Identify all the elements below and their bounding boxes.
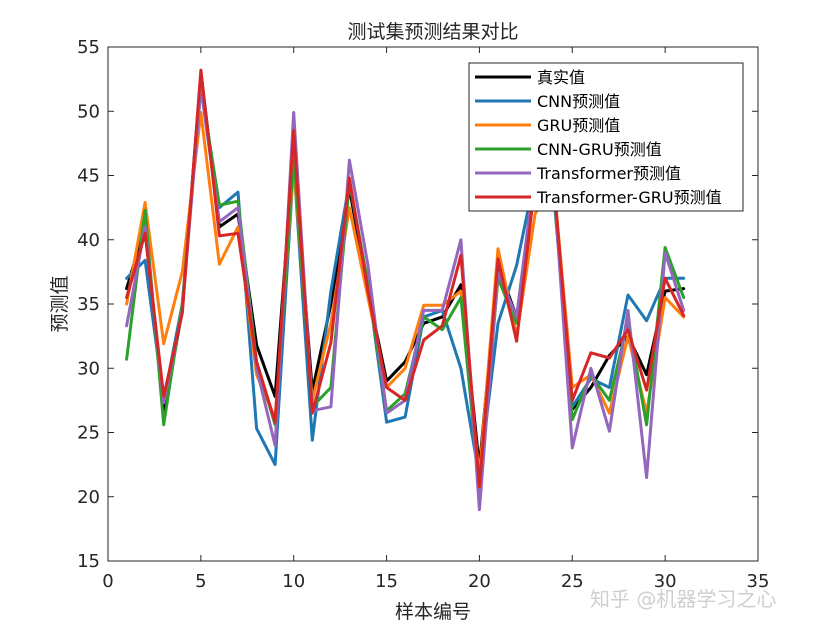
- axis-layer: 0 5 10 15 20 25 30 35 15 20 25 30 35 40 45 50 55: [77, 37, 769, 592]
- y-tick-label: 20: [77, 487, 100, 508]
- y-tick-label: 55: [77, 37, 100, 58]
- y-tick-label: 25: [77, 423, 100, 444]
- x-tick-label: 20: [468, 571, 491, 592]
- y-tick-label: 30: [77, 358, 100, 379]
- x-tick-label: 0: [102, 571, 113, 592]
- x-tick-label: 15: [375, 571, 398, 592]
- legend-label-3: GRU预测值: [537, 116, 620, 135]
- watermark: 知乎 @机器学习之心: [590, 587, 776, 611]
- x-axis-label: 样本编号: [395, 601, 471, 623]
- chart-title: 测试集预测结果对比: [347, 21, 518, 43]
- legend-label-6: Transformer-GRU预测值: [536, 188, 722, 207]
- series-line-6: [125, 68, 686, 488]
- y-tick-label: 40: [77, 230, 100, 251]
- y-tick-label: 15: [77, 551, 100, 572]
- legend-label-4: CNN-GRU预测值: [537, 140, 662, 159]
- legend-label-5: Transformer预测值: [536, 164, 681, 183]
- legend-label-1: 真实值: [537, 68, 585, 87]
- x-tick-label: 25: [561, 571, 584, 592]
- y-tick-label: 50: [77, 101, 100, 122]
- x-tick-label: 35: [747, 571, 770, 592]
- legend-label-2: CNN预测值: [537, 92, 620, 111]
- legend: 真实值 CNN预测值 GRU预测值 CNN-GRU预测值 Transformer预测值 T…: [468, 62, 744, 212]
- x-tick-label: 30: [654, 571, 677, 592]
- x-tick-label: 10: [282, 571, 305, 592]
- series-layer: [125, 68, 686, 512]
- y-axis-label: 预测值: [49, 275, 71, 332]
- y-tick-label: 35: [77, 294, 100, 315]
- y-tick-label: 45: [77, 166, 100, 187]
- x-tick-label: 5: [195, 571, 206, 592]
- legend-box: [468, 62, 744, 212]
